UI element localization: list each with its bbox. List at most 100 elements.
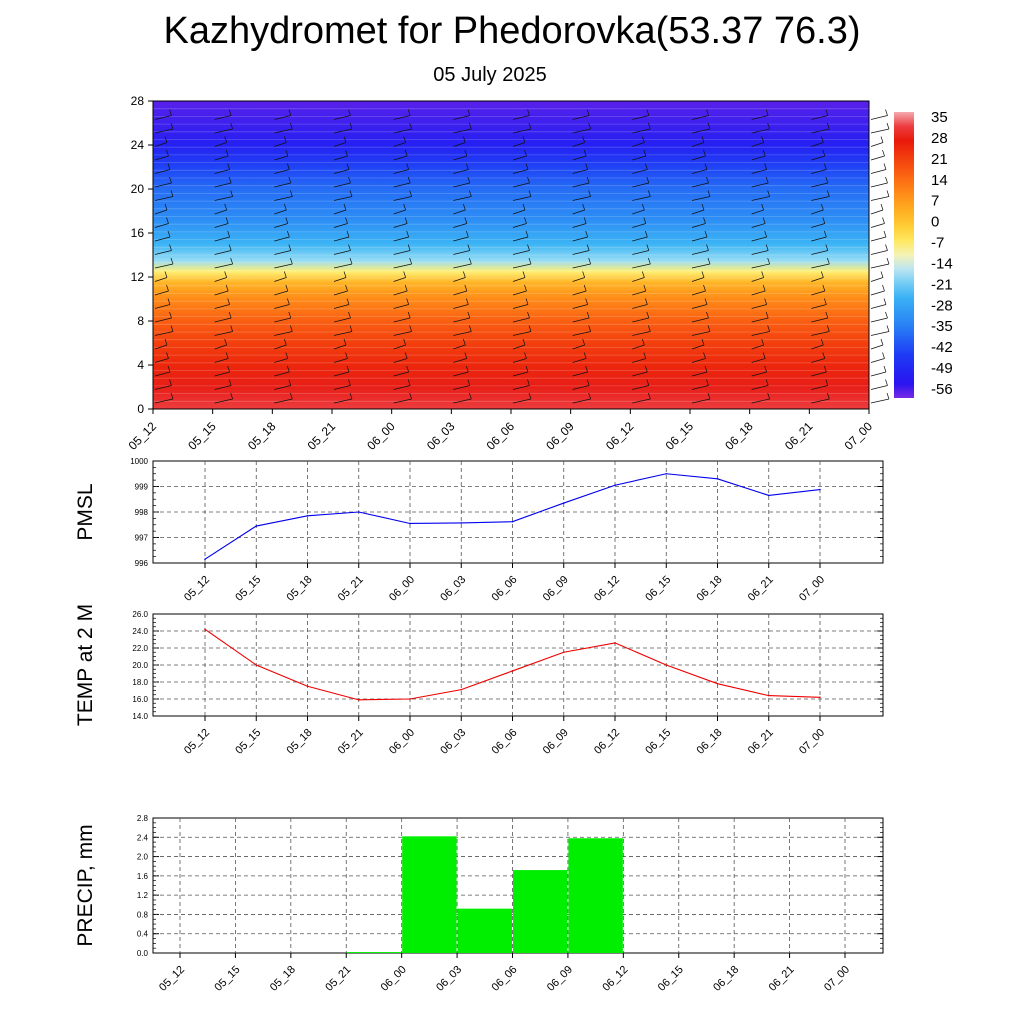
data-point <box>511 670 514 672</box>
wind-barb <box>512 236 529 242</box>
wind-barb <box>870 236 887 242</box>
wind-barb <box>214 250 232 255</box>
wind-barb <box>691 277 705 282</box>
y-tick-label: 0.8 <box>137 910 149 919</box>
wind-barb <box>827 325 830 332</box>
wind-barb <box>870 398 890 404</box>
wind-barb <box>811 398 830 404</box>
wind-barb <box>691 115 709 120</box>
wind-barb <box>343 338 347 346</box>
wind-barb <box>767 257 770 265</box>
wind-barb <box>469 392 472 400</box>
y-tick-label: 12 <box>131 270 145 284</box>
x-tick-label: 06_09 <box>543 419 577 453</box>
wind-barb <box>274 236 290 242</box>
wind-barb <box>214 209 227 215</box>
wind-barb <box>154 128 174 134</box>
wind-barb <box>463 338 466 346</box>
wind-barb <box>274 304 290 309</box>
wind-barb <box>522 338 526 346</box>
wind-barb <box>512 331 532 336</box>
wind-barb <box>528 325 532 332</box>
wind-barb <box>154 277 168 282</box>
wind-barb <box>333 277 347 282</box>
wind-barb <box>214 290 229 296</box>
wind-barb <box>882 217 885 224</box>
wind-barb <box>345 352 348 359</box>
wind-barb <box>821 338 824 346</box>
wind-barb <box>333 128 353 134</box>
colorbar-label: -28 <box>931 297 953 314</box>
wind-barb <box>333 196 353 201</box>
wind-barb <box>284 338 287 346</box>
wind-barb <box>512 344 526 350</box>
wind-barb <box>284 203 287 211</box>
wind-barb <box>585 365 588 373</box>
wind-barb <box>453 317 470 323</box>
wind-barb <box>691 317 709 323</box>
colorbar-label: 0 <box>931 214 939 231</box>
wind-barb <box>821 271 824 278</box>
wind-barb <box>525 230 529 238</box>
wind-barb <box>274 317 291 323</box>
wind-barb <box>512 371 529 377</box>
wind-barb <box>525 163 529 170</box>
x-tick-label: 06_03 <box>438 727 468 757</box>
wind-barb <box>632 223 646 228</box>
wind-barb <box>288 311 292 319</box>
data-point <box>255 664 258 666</box>
wind-barb <box>224 271 227 278</box>
wind-barb <box>883 298 887 305</box>
wind-barb <box>522 203 526 211</box>
wind-barb <box>691 155 706 161</box>
wind-barb <box>822 217 826 224</box>
data-point <box>204 558 206 560</box>
wind-barb <box>870 317 888 323</box>
wind-barb <box>333 209 347 215</box>
x-tick-label: 05_18 <box>285 727 315 757</box>
wind-barb <box>512 142 526 147</box>
wind-barb <box>691 304 708 309</box>
wind-barb <box>811 142 824 147</box>
wind-barb <box>883 230 887 238</box>
wind-barb <box>811 344 824 350</box>
wind-barb <box>883 163 887 170</box>
x-tick-label: 05_21 <box>323 964 353 994</box>
wind-barb <box>154 385 172 390</box>
wind-barb <box>512 169 529 174</box>
wind-barb <box>453 196 472 201</box>
y-tick-label: 0.4 <box>137 930 149 939</box>
temp-panel: 14.0 16.0 18.0 20.0 22.0 24.0 26.0 05_12 05_15 05… <box>74 604 884 757</box>
x-tick-label: 05_15 <box>233 574 263 604</box>
wind-barb <box>154 115 172 120</box>
wind-barb <box>886 392 890 400</box>
wind-barb <box>512 155 527 161</box>
wind-barb <box>582 203 585 211</box>
y-axis-label: TEMP at 2 M <box>74 604 97 726</box>
wind-barb <box>274 371 290 377</box>
wind-barb <box>404 284 408 292</box>
x-tick-label: 05_15 <box>185 419 219 453</box>
wind-barb <box>224 136 227 143</box>
wind-barb <box>164 203 168 211</box>
wind-barb <box>707 257 711 265</box>
wind-barb <box>285 352 289 359</box>
wind-barb <box>393 223 408 228</box>
wind-barb <box>453 331 472 336</box>
wind-barb <box>583 149 587 157</box>
wind-barb <box>214 398 233 404</box>
data-point <box>357 699 360 701</box>
wind-barb <box>170 190 174 197</box>
wind-barb <box>824 298 827 305</box>
wind-barb <box>288 379 292 386</box>
wind-barb <box>333 344 347 350</box>
wind-barb <box>467 379 471 386</box>
wind-barb <box>409 122 412 130</box>
wind-barb <box>691 236 708 242</box>
wind-barb <box>464 217 468 224</box>
wind-barb <box>870 344 884 350</box>
data-point <box>665 472 668 475</box>
wind-barb <box>811 128 830 134</box>
wind-barb <box>588 325 591 332</box>
y-tick-label: 24.0 <box>132 627 148 636</box>
